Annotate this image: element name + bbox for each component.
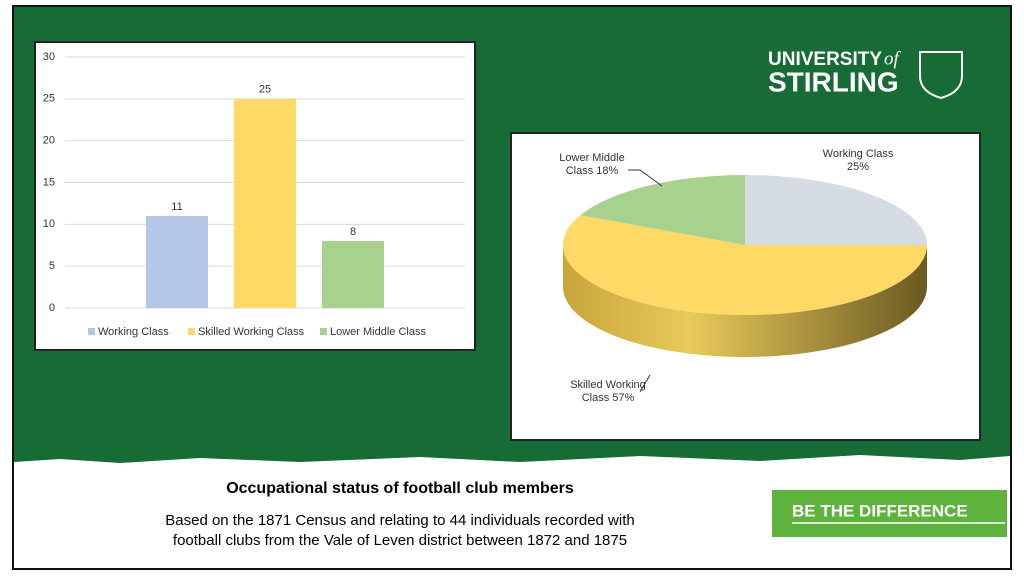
leader-line (628, 169, 663, 187)
y-tick-label: 5 (49, 260, 55, 272)
logo-crest (919, 51, 963, 100)
slice-top (745, 175, 927, 245)
pie-slice (580, 175, 745, 245)
pie-label: Lower Middle Class 18% (559, 152, 624, 177)
y-tick-label: 15 (43, 176, 55, 188)
logo: UNIVERSITY of STIRLING (768, 48, 963, 100)
logo-name: STIRLING (768, 66, 899, 97)
y-tick-label: 0 (49, 302, 55, 314)
bar (146, 215, 208, 308)
leader-line (639, 374, 651, 393)
slice-top (580, 175, 745, 245)
pie-label: Working Class 25% (823, 148, 894, 173)
slice-top (563, 215, 927, 315)
legend-label: Skilled Working Class (198, 326, 305, 338)
legend-swatch (320, 328, 327, 335)
bar (234, 98, 296, 308)
pie-label: Skilled Working Class 57% (570, 379, 646, 404)
pie-slice (745, 175, 927, 245)
slogan: BE THE DIFFERENCE (792, 501, 968, 520)
y-tick-label: 25 (43, 93, 55, 105)
torn-paper (14, 455, 1010, 568)
y-tick-label: 30 (43, 51, 55, 63)
legend-label: Lower Middle Class (330, 326, 426, 338)
slogan-box (772, 490, 1007, 537)
bar (322, 241, 384, 308)
data-label: 11 (171, 201, 182, 213)
y-tick-label: 20 (43, 135, 55, 147)
logo-of: of (884, 48, 902, 69)
legend-swatch (188, 328, 195, 335)
logo-university: UNIVERSITY (768, 49, 882, 70)
data-label: 8 (350, 226, 356, 238)
slice-side (563, 245, 927, 357)
legend-label: Working Class (98, 326, 169, 338)
caption-line: Based on the 1871 Census and relating to… (165, 512, 634, 529)
y-tick-label: 10 (43, 218, 55, 230)
data-label: 25 (259, 84, 271, 96)
pie-slice (563, 215, 927, 357)
legend-swatch (88, 328, 95, 335)
caption-line: football clubs from the Vale of Leven di… (173, 532, 627, 549)
caption-title: Occupational status of football club mem… (226, 480, 574, 497)
